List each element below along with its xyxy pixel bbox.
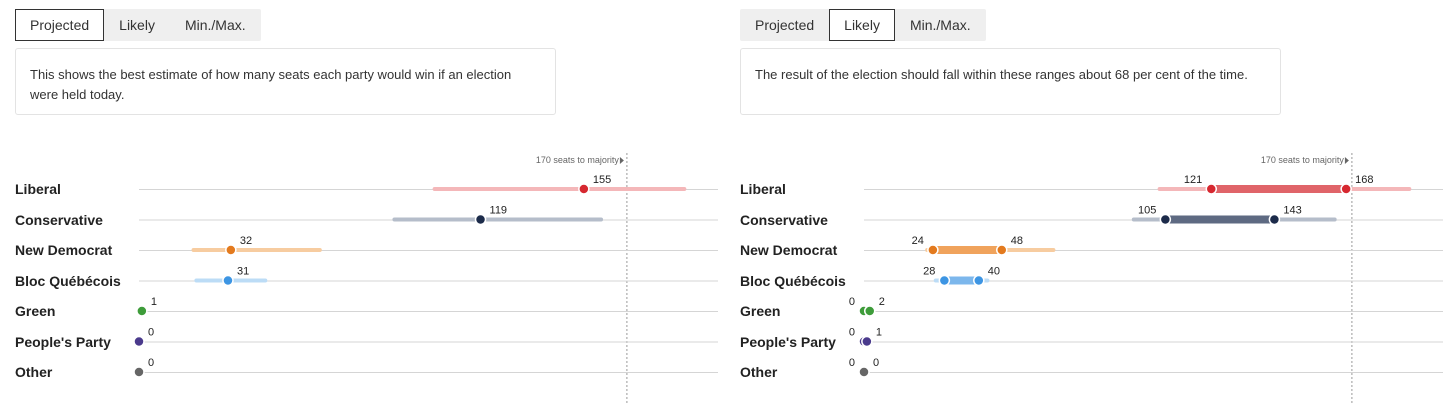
high-label-bloc-qu-b-cois: 40 (988, 266, 1000, 278)
point-high-new-democrat (996, 244, 1008, 256)
point-liberal (578, 183, 590, 195)
description-box: This shows the best estimate of how many… (15, 48, 556, 115)
party-label-liberal: Liberal (15, 181, 61, 197)
party-label-bloc-qu-b-cois: Bloc Québécois (15, 272, 121, 289)
low-label-other: 0 (849, 357, 855, 369)
value-label-new-democrat: 32 (240, 235, 252, 247)
seat-projection-chart: 170 seats to majority 155 119 32 31 1 0 0 Libera… (0, 140, 720, 405)
projected-panel: Projected Likely Min./Max. This shows th… (0, 0, 720, 405)
chart-svg: 170 seats to majority 121 168 105 143 24 48 28 4… (849, 153, 1443, 405)
value-label-conservative: 119 (490, 205, 508, 217)
party-label-other: Other (740, 364, 778, 380)
high-label-green: 2 (879, 296, 885, 308)
party-label-people-s-party: People's Party (15, 333, 111, 350)
tab-likely[interactable]: Likely (119, 17, 155, 33)
party-label-people-s-party: People's Party (740, 333, 836, 350)
value-label-green: 1 (151, 296, 157, 308)
high-label-conservative: 143 (1283, 205, 1301, 217)
low-label-bloc-qu-b-cois: 28 (923, 266, 935, 278)
tab-min-max[interactable]: Min./Max. (909, 17, 971, 33)
high-label-new-democrat: 48 (1011, 235, 1023, 247)
view-tabs: Projected Likely Min./Max. (15, 9, 261, 41)
point-conservative (474, 213, 487, 226)
tab-projected[interactable]: Projected (755, 17, 815, 33)
point-low-bloc-qu-b-cois (938, 274, 951, 287)
point-green (136, 305, 148, 317)
point-low-new-democrat (927, 244, 939, 256)
low-label-conservative: 105 (1138, 205, 1156, 217)
point-other (133, 366, 145, 378)
value-label-liberal: 155 (593, 174, 611, 186)
party-label-new-democrat: New Democrat (15, 242, 113, 258)
tab-likely[interactable]: Likely (829, 9, 895, 41)
point-people-s-party (133, 335, 145, 348)
party-label-green: Green (15, 303, 56, 319)
value-label-other: 0 (148, 357, 154, 369)
seat-range-chart: 170 seats to majority 121 168 105 143 24 48 28 4… (725, 140, 1445, 405)
party-label-bloc-qu-b-cois: Bloc Québécois (740, 272, 846, 289)
majority-label: 170 seats to majority (1261, 155, 1345, 165)
majority-label: 170 seats to majority (536, 155, 620, 165)
caret-right-icon (1344, 157, 1349, 164)
point-low-conservative (1159, 213, 1172, 226)
point-new-democrat (225, 244, 237, 256)
party-label-green: Green (740, 303, 781, 319)
low-label-green: 0 (849, 296, 855, 308)
low-label-liberal: 121 (1184, 174, 1202, 186)
value-label-people-s-party: 0 (148, 327, 154, 339)
point-low-liberal (1205, 183, 1218, 195)
point-high-people-s-party (861, 335, 873, 348)
high-label-other: 0 (873, 357, 879, 369)
point-high-conservative (1268, 213, 1281, 226)
point-high-green (863, 305, 876, 317)
party-label-new-democrat: New Democrat (740, 242, 838, 258)
point-high-liberal (1340, 183, 1352, 195)
low-label-people-s-party: 0 (849, 327, 855, 339)
party-label-conservative: Conservative (15, 211, 103, 228)
high-label-people-s-party: 1 (876, 327, 882, 339)
chart-svg: 170 seats to majority 155 119 32 31 1 0 0 (133, 153, 718, 405)
point-high-other (858, 366, 870, 378)
party-label-liberal: Liberal (740, 181, 786, 197)
party-label-other: Other (15, 364, 53, 380)
high-label-liberal: 168 (1355, 174, 1373, 186)
description-box: The result of the election should fall w… (740, 48, 1281, 115)
tab-min-max[interactable]: Min./Max. (184, 17, 246, 33)
point-high-bloc-qu-b-cois (973, 274, 985, 287)
view-tabs: Projected Likely Min./Max. (740, 9, 986, 41)
tab-projected[interactable]: Projected (15, 9, 105, 41)
point-bloc-qu-b-cois (222, 274, 234, 287)
caret-right-icon (619, 157, 624, 164)
low-label-new-democrat: 24 (912, 235, 924, 247)
party-label-conservative: Conservative (740, 211, 828, 228)
value-label-bloc-qu-b-cois: 31 (237, 266, 249, 278)
likely-panel: Projected Likely Min./Max. The result of… (725, 0, 1445, 405)
